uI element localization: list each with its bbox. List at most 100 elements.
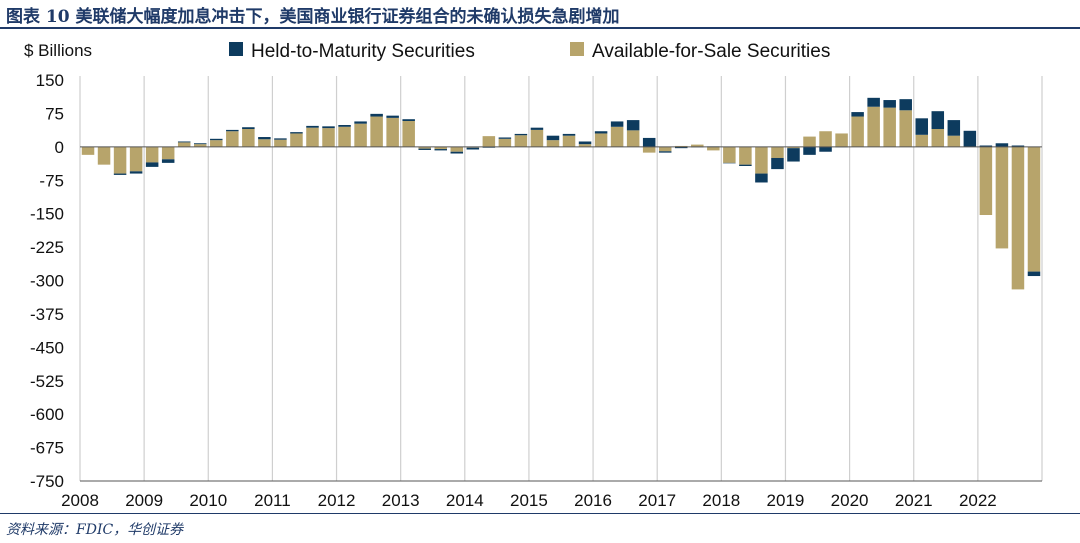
y-tick-labels: 150 75 0 -75 -150 -225 -300 -375 -450 -525 -600 -67…: [30, 71, 64, 491]
bar-afs: [995, 146, 1009, 249]
y-axis-unit: $ Billions: [24, 41, 92, 60]
bar-htm: [915, 118, 929, 135]
bar-htm: [418, 148, 431, 150]
bar-afs: [899, 110, 912, 147]
bar-htm: [161, 159, 175, 163]
y-tick-label: 75: [45, 104, 64, 123]
bar-afs: [642, 146, 656, 153]
bar-afs: [979, 146, 993, 216]
x-tick-label: 2015: [510, 491, 548, 510]
bar-htm: [819, 146, 832, 152]
footer-rule: [0, 513, 1080, 514]
figure-title: 图表 10 美联储大幅度加息冲击下，美国商业银行证券组合的未确认损失急剧增加: [6, 7, 620, 27]
legend-label-afs: Available-for-Sale Securities: [592, 41, 830, 62]
bar-htm: [739, 164, 752, 166]
bar-htm: [514, 133, 528, 136]
x-tick-label: 2019: [767, 491, 805, 510]
legend-swatch-afs: [570, 42, 584, 56]
bar-htm: [578, 141, 592, 145]
bar-htm: [322, 126, 335, 129]
bar-htm: [402, 119, 415, 121]
bar-htm: [979, 145, 993, 147]
y-tick-label: -525: [30, 372, 64, 391]
bar-htm: [466, 147, 480, 150]
bar-htm: [450, 151, 464, 154]
bar-htm: [899, 99, 912, 111]
bar-afs: [739, 146, 752, 165]
bar-htm: [546, 135, 560, 141]
y-tick-label: 150: [36, 71, 64, 90]
bar-afs: [370, 116, 383, 147]
bar-htm: [963, 130, 977, 147]
bar-htm: [851, 112, 864, 117]
bar-series: [81, 97, 1041, 290]
bar-afs: [578, 144, 592, 147]
bar-htm: [867, 97, 880, 107]
bar-afs: [193, 144, 207, 147]
bar-htm: [803, 146, 816, 155]
bar-htm: [338, 125, 351, 127]
bar-htm: [210, 138, 223, 141]
y-tick-label: -450: [30, 338, 64, 357]
bar-htm: [434, 149, 448, 151]
bar-afs: [851, 116, 864, 147]
bar-afs: [498, 138, 512, 147]
bar-htm: [258, 137, 271, 140]
bar-afs: [145, 146, 159, 163]
x-tick-label: 2017: [638, 491, 676, 510]
bar-htm: [931, 111, 945, 130]
y-tick-label: -75: [39, 171, 64, 190]
bar-afs: [787, 146, 800, 149]
bar-afs: [129, 146, 143, 172]
legend-label-htm: Held-to-Maturity Securities: [251, 41, 475, 62]
bar-htm: [226, 129, 239, 132]
bar-htm: [1011, 145, 1025, 147]
x-tick-labels: 2008 2009 2010 2011 2012 2013 2014 2015 2016 2017…: [61, 491, 997, 510]
bar-afs: [947, 135, 961, 147]
source-note: 资料来源：FDIC，华创证券: [6, 522, 184, 538]
bar-afs: [514, 135, 528, 147]
bar-htm: [1027, 271, 1041, 277]
bar-afs: [883, 107, 896, 147]
bar-afs: [819, 131, 832, 147]
legend: Held-to-Maturity Securities Available-fo…: [229, 41, 830, 62]
x-tick-label: 2020: [831, 491, 869, 510]
bar-htm: [113, 173, 127, 175]
y-tick-label: 0: [55, 138, 64, 157]
bar-afs: [258, 139, 271, 147]
bar-htm: [626, 120, 640, 131]
x-tick-label: 2022: [959, 491, 997, 510]
bar-afs: [306, 127, 319, 147]
x-tick-label: 2009: [125, 491, 163, 510]
bar-htm: [674, 146, 688, 149]
bar-afs: [610, 126, 624, 147]
bar-afs: [402, 120, 415, 147]
x-tick-label: 2008: [61, 491, 99, 510]
bar-afs: [530, 129, 544, 147]
bar-afs: [755, 146, 768, 174]
x-tick-label: 2018: [702, 491, 740, 510]
bar-afs: [113, 146, 127, 174]
y-tick-label: -600: [30, 405, 64, 424]
legend-swatch-htm: [229, 42, 243, 56]
bar-htm: [755, 173, 768, 183]
bar-afs: [386, 117, 399, 147]
bar-afs: [691, 144, 704, 147]
bar-htm: [771, 157, 784, 170]
bar-afs: [626, 130, 640, 147]
bar-htm: [594, 131, 608, 134]
y-tick-label: -300: [30, 272, 64, 291]
bar-afs: [354, 123, 367, 147]
bar-afs: [482, 136, 496, 147]
bar-htm: [386, 115, 399, 118]
x-tick-label: 2012: [318, 491, 356, 510]
bar-htm: [562, 133, 576, 136]
bar-htm: [530, 127, 544, 130]
bar-afs: [242, 129, 255, 147]
bar-htm: [274, 138, 287, 140]
x-tick-label: 2011: [254, 491, 291, 510]
x-tick-label: 2014: [446, 491, 484, 510]
bar-afs: [177, 142, 191, 147]
bar-afs: [450, 146, 464, 152]
bar-afs: [931, 129, 945, 147]
